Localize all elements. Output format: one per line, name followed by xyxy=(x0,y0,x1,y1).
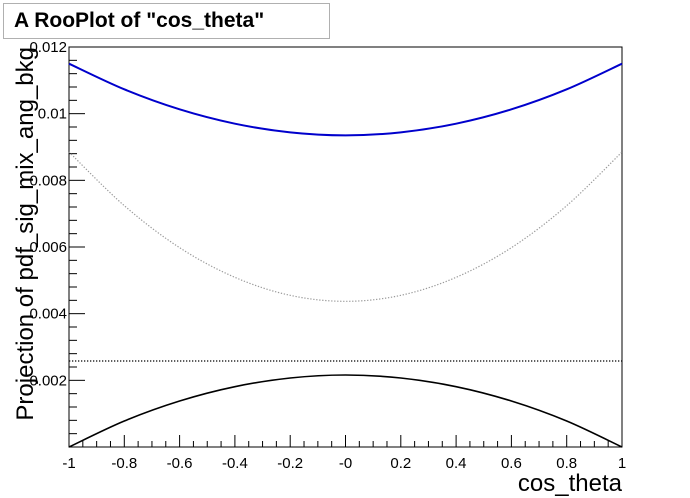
y-tick-label: 0.002 xyxy=(29,372,67,389)
x-tick-label: 0.6 xyxy=(501,455,522,472)
y-axis-title: Projection of pdf_sig_mix_ang_bkg xyxy=(12,47,39,421)
x-tick-label: 0.2 xyxy=(390,455,411,472)
x-tick-label: -0 xyxy=(339,455,352,472)
x-axis-title: cos_theta xyxy=(518,470,623,497)
x-tick-label: -1 xyxy=(62,455,75,472)
x-tick-label: 0.8 xyxy=(556,455,577,472)
x-tick-label: -0.2 xyxy=(277,455,303,472)
page-title: A RooPlot of "cos_theta" xyxy=(14,9,265,32)
x-tick-label: -0.4 xyxy=(222,455,248,472)
series-layer xyxy=(68,62,623,448)
x-tick-label: -0.6 xyxy=(167,455,193,472)
x-tick-label: -0.8 xyxy=(111,455,137,472)
y-tick-label: 0.012 xyxy=(29,39,67,56)
series-curve-4 xyxy=(68,374,623,448)
series-curve-1 xyxy=(68,62,623,137)
x-tick-label: 0.4 xyxy=(446,455,467,472)
series-curve-2 xyxy=(68,151,623,302)
y-tick-label: 0.006 xyxy=(29,239,67,256)
plot-frame xyxy=(68,46,623,448)
title-box: A RooPlot of "cos_theta" xyxy=(3,3,330,39)
x-axis: -1 -0.8 -0.6 -0.4 -0.2 -0 0.2 0.4 0.6 0.8 1 xyxy=(62,435,626,472)
y-tick-label: 0.01 xyxy=(38,106,67,123)
y-tick-label: 0.004 xyxy=(29,306,67,323)
y-tick-label: 0.008 xyxy=(29,172,67,189)
y-axis: 0.002 0.004 0.006 0.008 0.01 0.012 xyxy=(29,39,85,435)
x-tick-label: 1 xyxy=(618,455,626,472)
